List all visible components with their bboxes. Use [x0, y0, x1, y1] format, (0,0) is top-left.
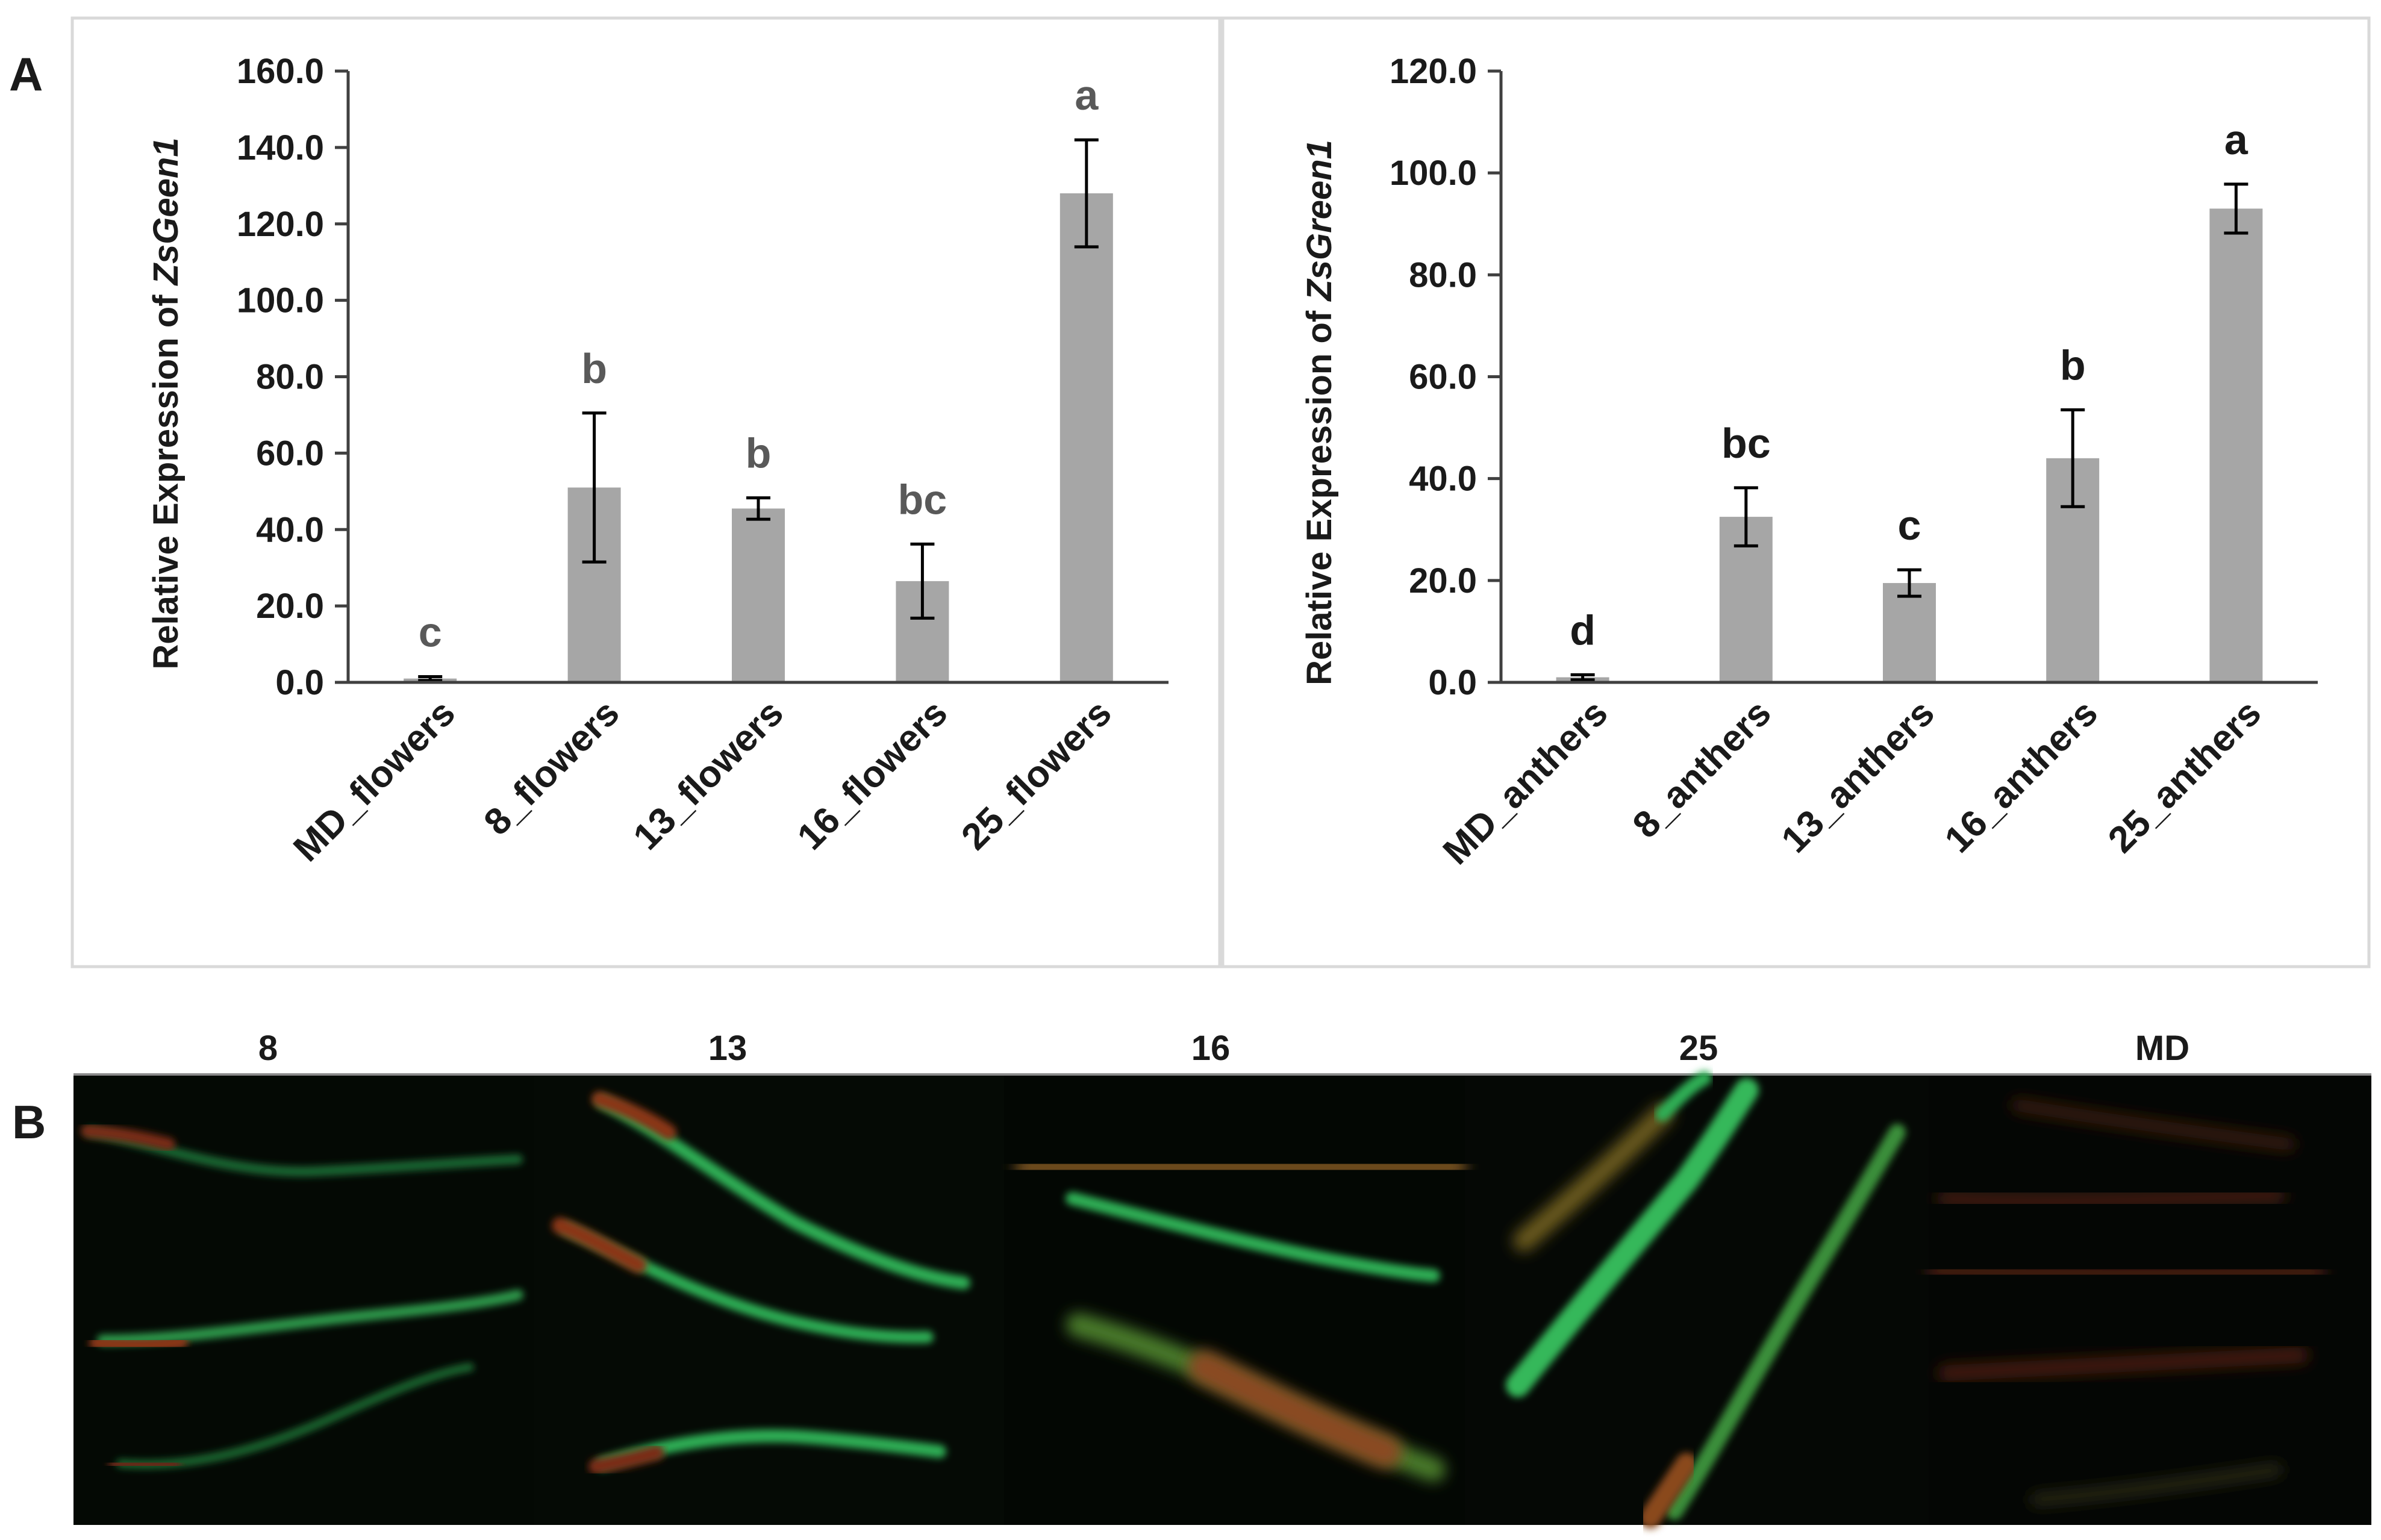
y-tick-label: 120.0 [237, 205, 324, 244]
y-tick-label: 20.0 [1409, 561, 1477, 600]
strip-label-16: 16 [1191, 1029, 1231, 1068]
bar [1059, 193, 1113, 682]
y-tick-label: 0.0 [275, 663, 324, 702]
pollen-tubes-md [1927, 1099, 2326, 1506]
strip-label-md: MD [2135, 1029, 2189, 1068]
strip-label-13: 13 [708, 1029, 747, 1068]
y-axis-label-anthers: Relative Expression of ZsGreen1 [1300, 140, 1339, 685]
y-tick-label: 0.0 [1428, 663, 1477, 702]
y-axis-label-gene: ZsGreen1 [1300, 140, 1339, 302]
pollen-tubes-25 [1506, 1071, 1906, 1529]
tile-md [1929, 1076, 2371, 1525]
y-tick-label: 100.0 [237, 281, 324, 320]
y-tick-label: 80.0 [256, 358, 324, 397]
y-ticks-flowers: 0.0 20.0 40.0 60.0 80.0 100.0 120.0 140.0 160.0 [237, 52, 348, 702]
panel-label-b: B [12, 1096, 46, 1149]
significance-letter: a [2224, 116, 2248, 163]
significance-letter: bc [898, 476, 947, 523]
chart-frame-left [70, 16, 1222, 968]
y-axis-label-prefix: Relative Expression of [1300, 301, 1339, 685]
significance-letter: a [1075, 72, 1099, 119]
bar [2209, 208, 2263, 682]
y-axis-label-gene: ZsGeen1 [146, 137, 186, 286]
significance-letter: b [581, 345, 607, 392]
significance-letter: c [419, 608, 442, 655]
panel-label-a: A [9, 48, 43, 101]
y-axis-label-flowers: Relative Expression of ZsGeen1 [146, 137, 186, 669]
bars-anthers: d bc c b a [1556, 116, 2263, 682]
microscopy-strip: 8 13 16 25 MD [73, 1029, 2371, 1529]
tile-25 [1465, 1076, 1929, 1525]
y-tick-label: 20.0 [256, 587, 324, 626]
y-tick-label: 120.0 [1390, 52, 1477, 91]
significance-letter: d [1570, 606, 1596, 653]
significance-letter: b [746, 430, 772, 477]
strip-label-25: 25 [1679, 1029, 1718, 1068]
y-ticks-anthers: 0.0 20.0 40.0 60.0 80.0 100.0 120.0 [1390, 52, 1501, 702]
bar [1883, 583, 1936, 682]
significance-letter: bc [1721, 420, 1771, 467]
bars-flowers: c b b bc a [404, 72, 1113, 682]
y-tick-label: 100.0 [1390, 154, 1477, 193]
strip-label-8: 8 [258, 1029, 278, 1068]
significance-letter: b [2060, 341, 2086, 388]
y-tick-label: 140.0 [237, 128, 324, 167]
y-tick-label: 160.0 [237, 52, 324, 91]
bar [732, 508, 785, 682]
pollen-tubes-16 [1015, 1144, 1467, 1482]
y-tick-label: 40.0 [256, 510, 324, 549]
pollen-tubes-8 [81, 1124, 523, 1471]
y-tick-label: 60.0 [1409, 358, 1477, 397]
y-tick-label: 80.0 [1409, 255, 1477, 295]
y-tick-label: 40.0 [1409, 460, 1477, 499]
pollen-tubes-13 [552, 1091, 970, 1474]
chart-frame-right [1221, 16, 2371, 968]
y-tick-label: 60.0 [256, 434, 324, 473]
y-axis-label-prefix: Relative Expression of [146, 285, 186, 669]
significance-letter: c [1898, 502, 1921, 549]
